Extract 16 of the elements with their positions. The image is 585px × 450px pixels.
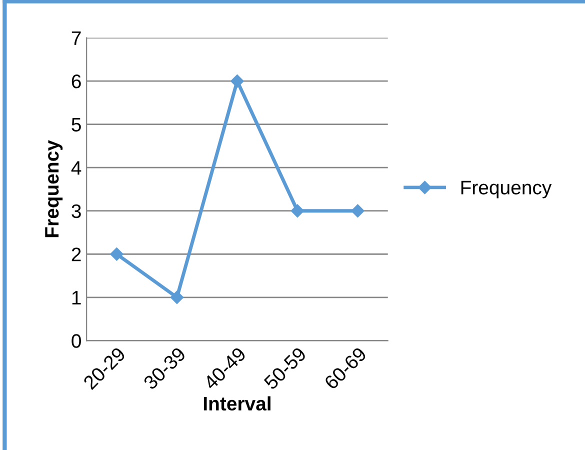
y-tick-label: 4 [71, 161, 82, 175]
x-axis-title: Interval [204, 396, 270, 411]
point [290, 204, 304, 218]
y-tick-label: 5 [72, 118, 81, 132]
point [230, 74, 244, 88]
y-tick-label: 1 [72, 291, 81, 304]
y-axis-title: Frequency [45, 140, 63, 238]
y-tick-label: 0 [72, 334, 81, 348]
y-tick-label: 3 [72, 204, 81, 218]
y-tick-label: 2 [72, 248, 81, 262]
point [110, 248, 124, 261]
y-tick-label: 6 [72, 74, 81, 88]
y-tick-label: 7 [72, 31, 81, 45]
legend-label: Frequency [461, 180, 552, 198]
point [351, 204, 364, 218]
point [170, 290, 184, 304]
